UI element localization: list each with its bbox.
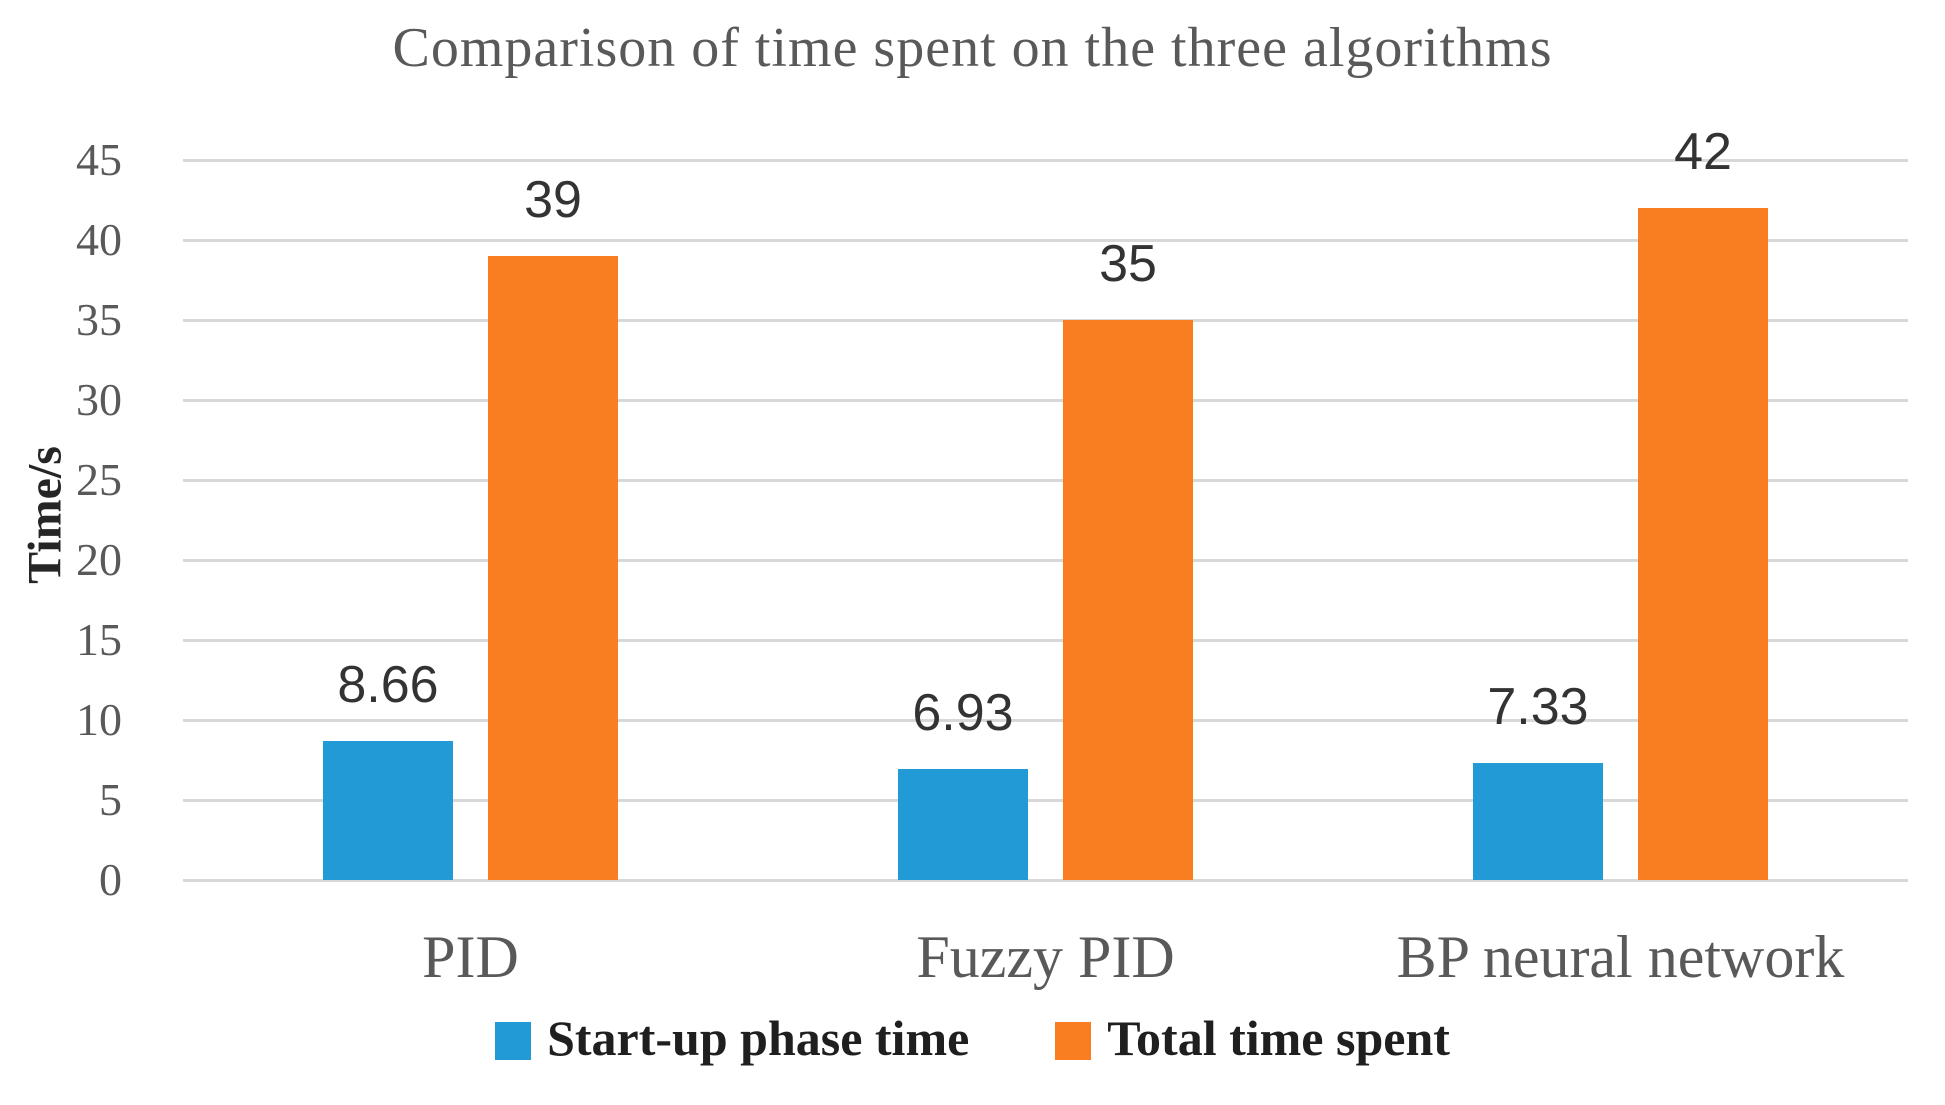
legend-swatch-icon <box>1055 1022 1092 1060</box>
y-tick-35: 35 <box>76 294 122 345</box>
bar-total-time-spent-1 <box>488 256 618 880</box>
y-tick-25: 25 <box>76 454 122 505</box>
value-label: 35 <box>1099 235 1157 293</box>
gridline-40 <box>183 238 1908 242</box>
gridline-45 <box>183 158 1908 162</box>
y-tick-45: 45 <box>76 134 122 185</box>
gridline-20 <box>183 558 1908 562</box>
value-label: 7.33 <box>1487 677 1589 736</box>
gridline-10 <box>183 718 1908 722</box>
gridline-35 <box>183 318 1908 322</box>
gridline-30 <box>183 398 1908 402</box>
bar-start-up-phase-time-2 <box>898 769 1028 880</box>
legend-label: Total time spent <box>1107 1010 1450 1066</box>
bar-total-time-spent-2 <box>1063 320 1193 880</box>
y-tick-10: 10 <box>76 694 122 745</box>
legend-item: Total time spent <box>1055 1008 1450 1068</box>
value-label: 8.66 <box>337 656 439 715</box>
y-tick-40: 40 <box>76 214 122 265</box>
x-category-label: PID <box>422 924 519 990</box>
y-tick-20: 20 <box>76 534 122 585</box>
x-category-label: Fuzzy PID <box>916 924 1175 990</box>
value-label: 42 <box>1674 123 1732 181</box>
legend: Start-up phase time Total time spent <box>0 1008 1945 1068</box>
x-category-label: BP neural network <box>1396 924 1845 990</box>
legend-swatch-icon <box>495 1022 532 1060</box>
value-label: 6.93 <box>912 684 1014 743</box>
y-tick-30: 30 <box>76 374 122 425</box>
gridline-5 <box>183 798 1908 802</box>
bar-start-up-phase-time-1 <box>323 741 453 880</box>
value-label: 39 <box>524 171 582 229</box>
bar-start-up-phase-time-3 <box>1473 762 1603 880</box>
bar-total-time-spent-3 <box>1638 208 1768 880</box>
chart-title: Comparison of time spent on the three al… <box>392 17 1553 79</box>
legend-label: Start-up phase time <box>547 1010 970 1066</box>
gridline-25 <box>183 478 1908 482</box>
legend-item: Start-up phase time <box>495 1008 969 1068</box>
gridline-15 <box>183 638 1908 642</box>
y-tick-15: 15 <box>76 614 122 665</box>
y-tick-5: 5 <box>99 774 122 825</box>
gridline-0 <box>183 878 1908 882</box>
y-tick-0: 0 <box>99 854 122 905</box>
